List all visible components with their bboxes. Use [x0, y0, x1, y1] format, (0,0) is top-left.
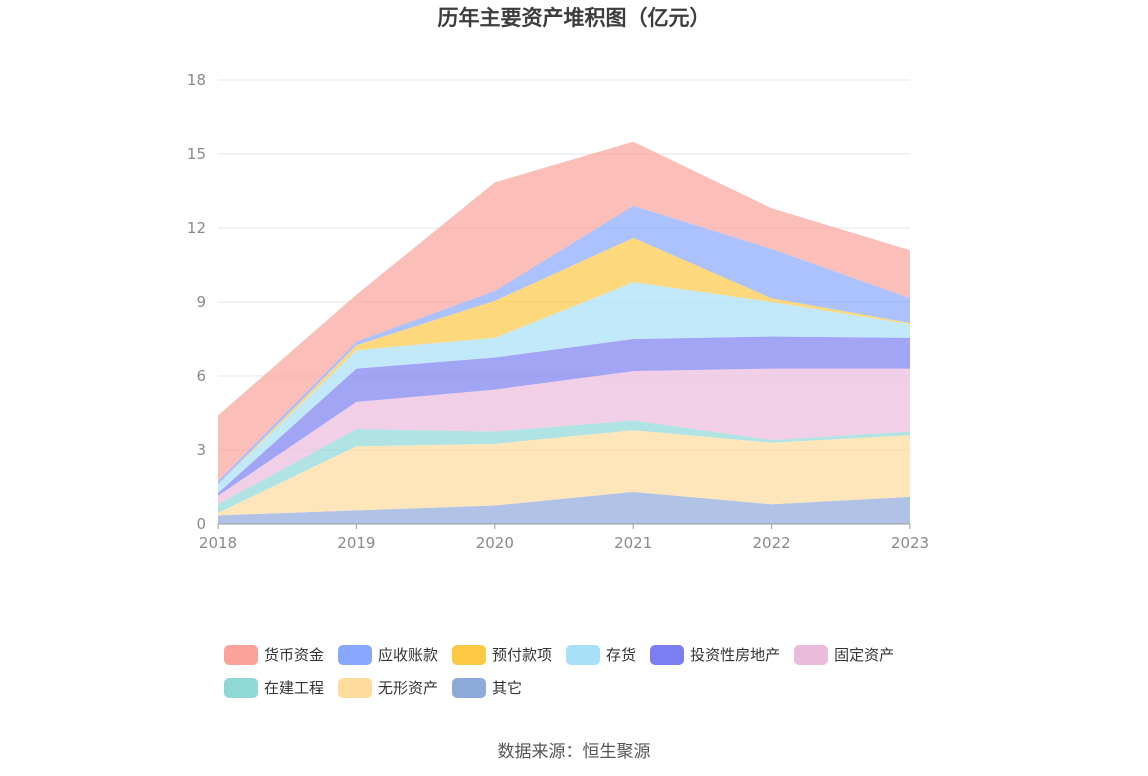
area-series-投资性房地产: [218, 336, 910, 496]
legend-item-无形资产[interactable]: 无形资产: [338, 677, 438, 698]
legend-item-在建工程[interactable]: 在建工程: [224, 677, 324, 698]
legend-swatch: [224, 677, 258, 698]
legend-item-投资性房地产[interactable]: 投资性房地产: [650, 644, 780, 665]
legend-swatch: [650, 644, 685, 665]
legend-label: 其它: [492, 679, 523, 697]
x-tick-label: 2018: [199, 534, 237, 552]
source-note: 数据来源：恒生聚源: [497, 742, 651, 762]
legend-label: 投资性房地产: [690, 646, 781, 664]
x-tick-label: 2021: [614, 534, 652, 552]
legend-label: 存货: [606, 646, 637, 664]
legend-label: 固定资产: [834, 646, 895, 664]
y-tick-label: 3: [196, 441, 206, 459]
y-tick-label: 18: [187, 71, 206, 89]
legend-row: 在建工程 无形资产 其它: [224, 671, 944, 704]
area-series-预付款项: [218, 237, 910, 485]
legend-row: 货币资金 应收账款 预付款项 存货 投资性房地产 固定资产: [224, 638, 944, 671]
legend-swatch: [338, 677, 373, 698]
chart-title: 历年主要资产堆积图（亿元）: [437, 6, 711, 30]
legend: 货币资金 应收账款 预付款项 存货 投资性房地产 固定资产在建工程 无形资产 其它: [224, 638, 944, 704]
y-tick-label: 15: [187, 145, 206, 163]
area-series-应收账款: [218, 205, 910, 485]
legend-item-应收账款[interactable]: 应收账款: [338, 644, 438, 665]
legend-swatch: [452, 644, 487, 665]
legend-item-预付款项[interactable]: 预付款项: [452, 644, 552, 665]
area-series-在建工程: [218, 420, 910, 513]
x-tick-label: 2020: [476, 534, 514, 552]
y-tick-label: 6: [196, 367, 206, 385]
legend-swatch: [224, 644, 258, 665]
area-series-无形资产: [218, 430, 910, 516]
y-tick-label: 12: [187, 219, 206, 237]
x-tick-label: 2022: [753, 534, 791, 552]
legend-label: 在建工程: [264, 679, 325, 697]
legend-label: 无形资产: [378, 679, 439, 697]
legend-swatch: [452, 677, 487, 698]
area-series-固定资产: [218, 368, 910, 505]
legend-swatch: [566, 644, 601, 665]
area-series-存货: [218, 282, 910, 494]
legend-label: 预付款项: [492, 646, 553, 664]
legend-swatch: [338, 644, 373, 665]
legend-item-存货[interactable]: 存货: [566, 644, 636, 665]
legend-label: 货币资金: [264, 646, 325, 664]
y-tick-label: 0: [196, 515, 206, 533]
legend-label: 应收账款: [378, 646, 439, 664]
legend-item-其它[interactable]: 其它: [452, 677, 522, 698]
legend-swatch: [794, 644, 829, 665]
legend-item-货币资金[interactable]: 货币资金: [224, 644, 324, 665]
stacked-areas: [218, 141, 910, 524]
area-series-货币资金: [218, 141, 910, 481]
axes: 0 3 6 9 12 15 18 2018 2019 2020 2021 2022 2023: [187, 71, 929, 552]
x-tick-label: 2019: [337, 534, 375, 552]
area-series-其它: [218, 491, 910, 524]
y-tick-label: 9: [196, 293, 206, 311]
legend-item-固定资产[interactable]: 固定资产: [794, 644, 894, 665]
x-tick-label: 2023: [891, 534, 929, 552]
